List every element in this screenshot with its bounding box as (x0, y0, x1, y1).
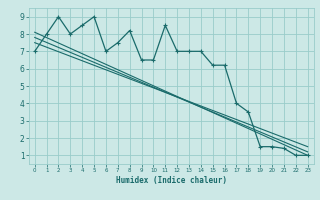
X-axis label: Humidex (Indice chaleur): Humidex (Indice chaleur) (116, 176, 227, 185)
